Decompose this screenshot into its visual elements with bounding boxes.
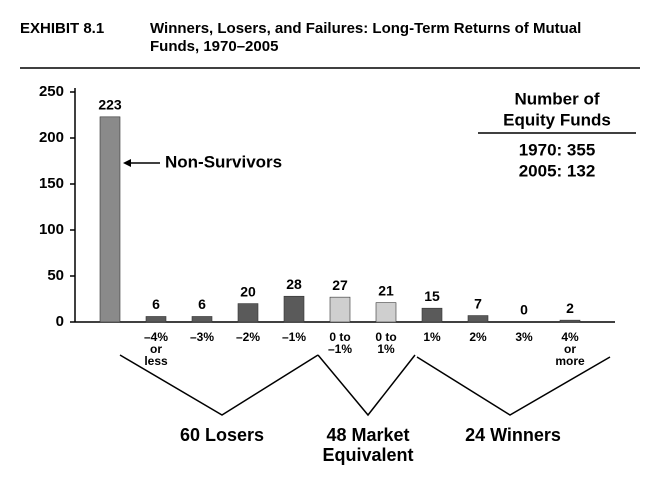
- x-tick-label: or: [564, 342, 576, 356]
- group-label: 48 Market: [326, 425, 409, 445]
- x-tick-label: –4%: [144, 330, 168, 344]
- bar: [237, 303, 259, 323]
- box-title: Equity Funds: [503, 110, 611, 129]
- bar: [375, 302, 397, 323]
- y-tick-label: 200: [39, 129, 64, 146]
- x-tick-label: 4%: [561, 330, 579, 344]
- bar: [421, 307, 443, 323]
- x-tick-label: 0 to: [329, 330, 350, 344]
- group-label: Equivalent: [322, 445, 413, 465]
- value-label: 223: [98, 97, 122, 113]
- value-label: 21: [378, 282, 394, 298]
- x-tick-label: 1%: [377, 342, 395, 356]
- x-tick-label: more: [555, 354, 585, 368]
- bracket: [317, 354, 416, 417]
- box-line: 1970: 355: [519, 140, 596, 159]
- annotation: Non-Survivors: [165, 152, 282, 171]
- value-label: 15: [424, 288, 440, 304]
- x-tick-label: –2%: [236, 330, 260, 344]
- x-tick-label: –3%: [190, 330, 214, 344]
- y-tick-label: 100: [39, 221, 64, 238]
- y-tick-label: 250: [39, 83, 64, 100]
- bar: [329, 296, 351, 323]
- header: EXHIBIT 8.1 Winners, Losers, and Failure…: [20, 20, 640, 56]
- value-label: 27: [332, 277, 348, 293]
- group-label: 60 Losers: [180, 425, 264, 445]
- y-tick-label: 50: [47, 267, 64, 284]
- bracket: [416, 356, 611, 416]
- value-label: 6: [198, 296, 206, 312]
- box-title: Number of: [515, 89, 600, 108]
- arrow-head: [123, 159, 131, 167]
- bar: [559, 319, 581, 323]
- bracket: [119, 354, 319, 416]
- box-line: 2005: 132: [519, 161, 596, 180]
- x-tick-label: 3%: [515, 330, 533, 344]
- x-tick-label: or: [150, 342, 162, 356]
- value-label: 0: [520, 302, 528, 318]
- group-label: 24 Winners: [465, 425, 561, 445]
- value-label: 6: [152, 296, 160, 312]
- x-tick-label: –1%: [282, 330, 306, 344]
- x-tick-label: –1%: [328, 342, 352, 356]
- value-label: 7: [474, 295, 482, 311]
- value-label: 28: [286, 276, 302, 292]
- value-label: 20: [240, 283, 256, 299]
- bar: [467, 315, 489, 323]
- x-tick-label: 1%: [423, 330, 441, 344]
- exhibit-label: EXHIBIT 8.1: [20, 20, 105, 37]
- value-label: 2: [566, 300, 574, 316]
- y-tick-label: 0: [56, 313, 64, 330]
- x-tick-label: 2%: [469, 330, 487, 344]
- y-tick-label: 150: [39, 175, 64, 192]
- bar: [99, 116, 121, 323]
- x-tick-label: less: [144, 354, 168, 368]
- x-tick-label: 0 to: [375, 330, 396, 344]
- chart-title: Winners, Losers, and Failures: Long-Term…: [150, 20, 582, 55]
- bar: [145, 316, 167, 323]
- bar: [283, 295, 305, 323]
- bar: [191, 316, 213, 323]
